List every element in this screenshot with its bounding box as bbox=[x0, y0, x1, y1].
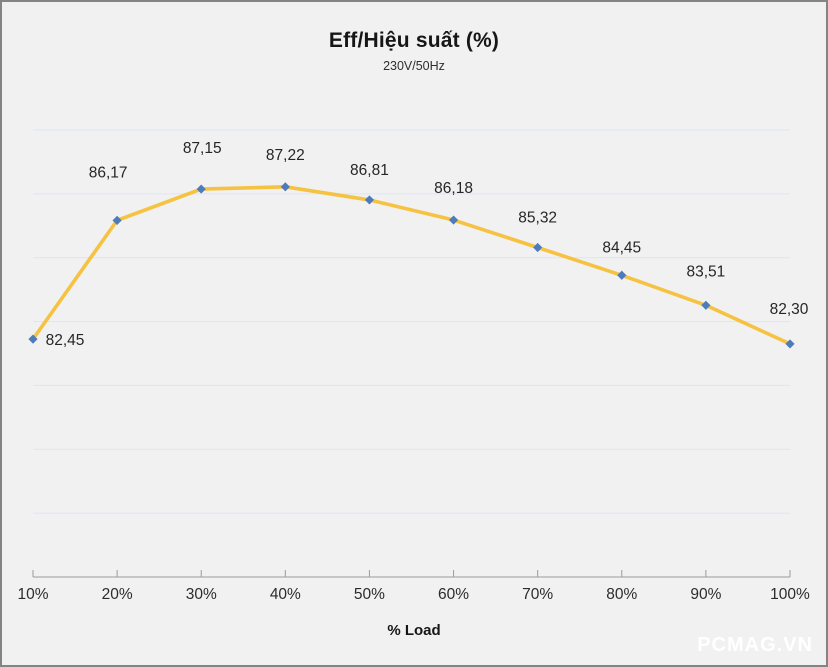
data-point-label: 86,18 bbox=[434, 180, 473, 197]
watermark: PCMAG.VN bbox=[697, 634, 813, 656]
x-tick-label: 70% bbox=[522, 586, 553, 603]
x-tick-label: 10% bbox=[17, 586, 48, 603]
x-tick-label: 100% bbox=[770, 586, 810, 603]
chart-title: Eff/Hiệu suất (%) bbox=[328, 29, 500, 52]
x-tick-label: 40% bbox=[270, 586, 301, 603]
x-tick-label: 60% bbox=[438, 586, 469, 603]
data-point-marker bbox=[28, 334, 38, 344]
x-tick-label: 90% bbox=[690, 586, 721, 603]
data-point-marker bbox=[364, 195, 375, 205]
data-point-marker bbox=[280, 182, 290, 192]
data-point-marker bbox=[448, 215, 459, 225]
data-point-label: 87,22 bbox=[266, 147, 305, 164]
data-point-marker bbox=[785, 339, 795, 349]
data-point-label: 86,17 bbox=[89, 164, 128, 181]
data-point-marker bbox=[617, 270, 627, 280]
data-point-marker bbox=[196, 184, 206, 194]
data-point-label: 85,32 bbox=[518, 209, 557, 226]
data-point-label: 82,30 bbox=[770, 301, 809, 318]
data-point-label: 87,15 bbox=[183, 140, 222, 157]
x-tick-label: 50% bbox=[354, 586, 385, 603]
data-point-label: 84,45 bbox=[602, 239, 641, 256]
data-point-marker bbox=[533, 242, 543, 253]
efficiency-line bbox=[31, 185, 792, 346]
data-point-label: 86,81 bbox=[350, 162, 389, 179]
data-point-label: 82,45 bbox=[46, 332, 85, 349]
data-point-label: 83,51 bbox=[686, 263, 725, 280]
data-point-marker bbox=[701, 300, 711, 310]
x-tick-label: 20% bbox=[102, 586, 133, 603]
x-axis-title: % Load bbox=[387, 622, 441, 639]
chart-subtitle: 230V/50Hz bbox=[383, 59, 445, 73]
data-point-marker bbox=[112, 215, 122, 225]
x-tick-label: 80% bbox=[606, 586, 637, 603]
x-tick-label: 30% bbox=[186, 586, 217, 603]
